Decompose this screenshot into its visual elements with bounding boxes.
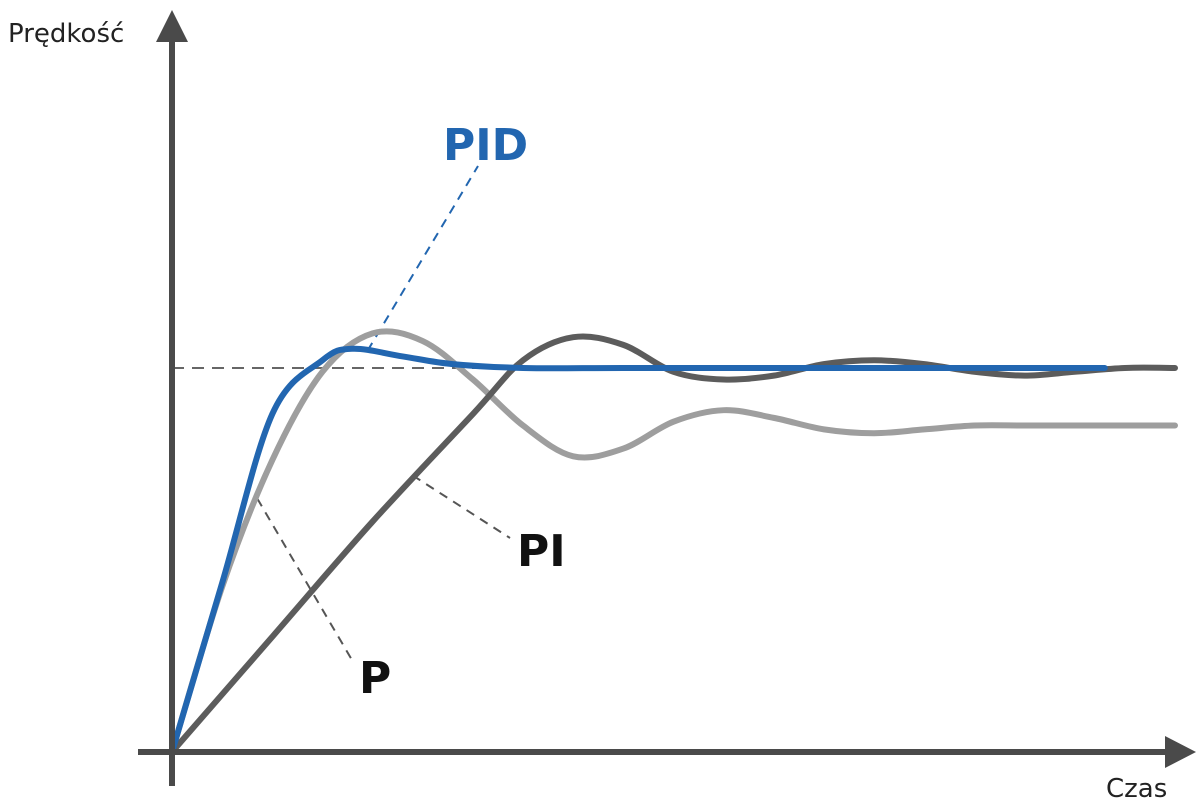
series-label-p: P <box>359 653 391 704</box>
y-axis-arrow-icon <box>156 10 188 42</box>
y-axis-title: Prędkość <box>8 19 124 49</box>
leader-lines <box>256 165 511 661</box>
series-label-pi: PI <box>517 526 566 577</box>
leader-line-pid <box>366 165 479 352</box>
series-line-pid <box>169 345 1108 755</box>
x-axis-arrow-icon <box>1165 736 1196 768</box>
x-axis-title: Czas <box>1106 774 1167 804</box>
series-lines <box>169 328 1178 755</box>
series-label-pid: PID <box>443 120 528 171</box>
series-line-p <box>169 328 1178 755</box>
series-line-pi <box>169 333 1178 755</box>
leader-line-pi <box>412 474 511 539</box>
axes <box>138 10 1196 786</box>
